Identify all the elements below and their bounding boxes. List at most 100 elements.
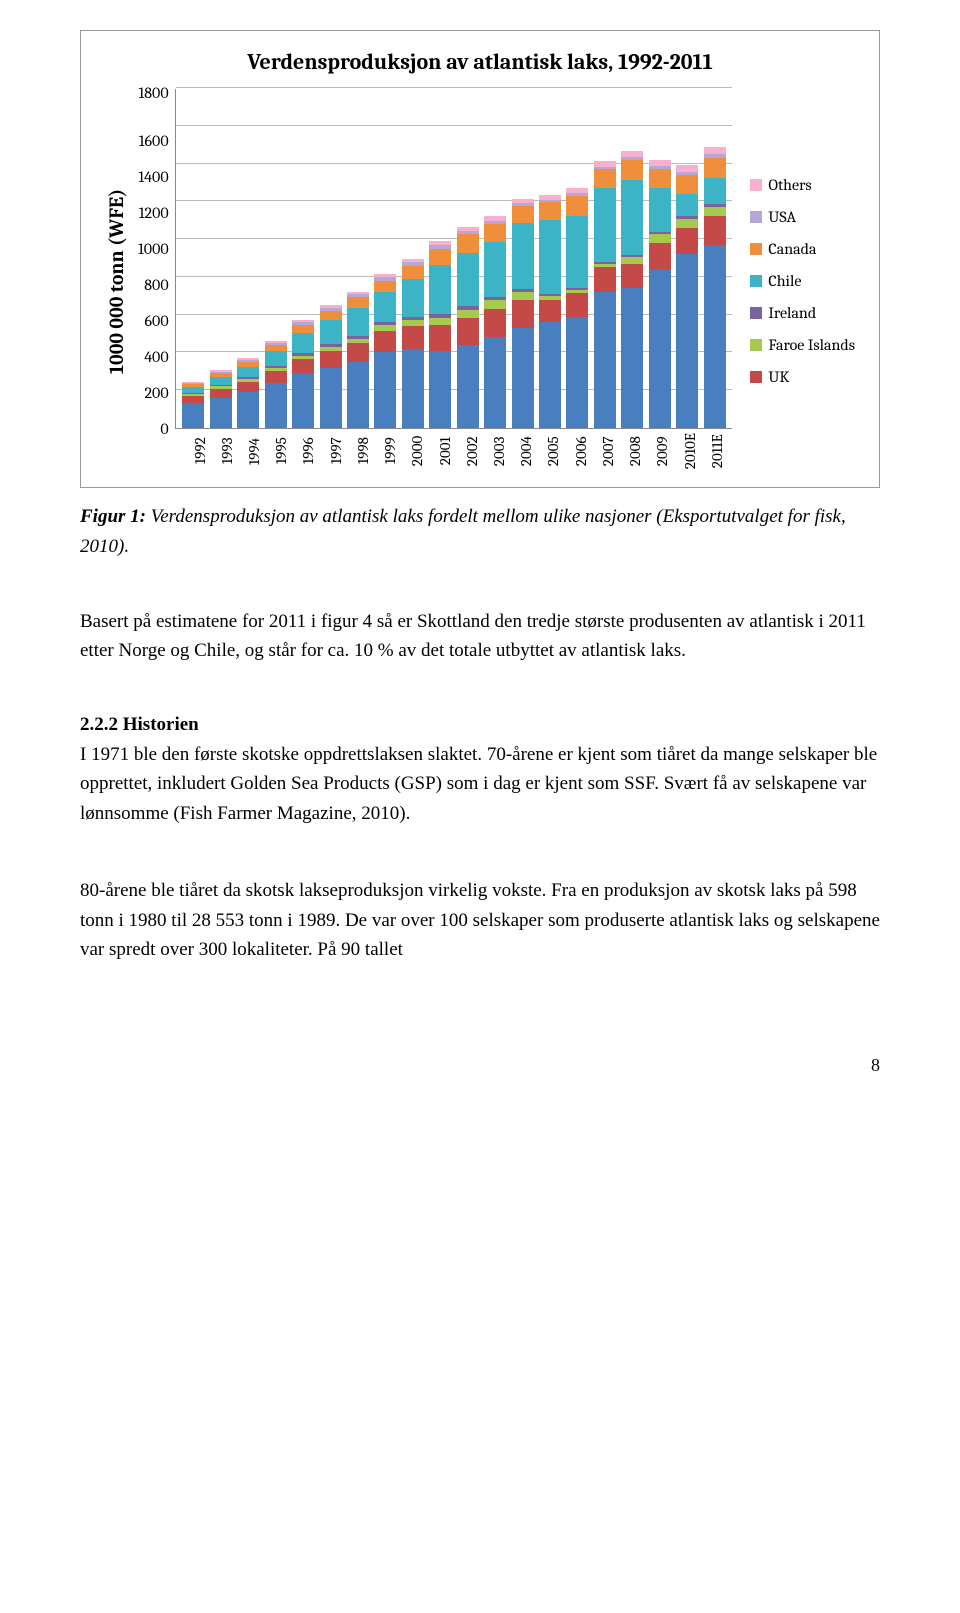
- bar-segment-chile: [457, 253, 479, 306]
- bar-segment-norway: [566, 317, 588, 428]
- bar-segment-norway: [237, 392, 259, 428]
- legend-label: Canada: [768, 240, 816, 258]
- bar-segment-faroe: [429, 318, 451, 326]
- x-tick: 1995: [272, 433, 294, 469]
- bar-segment-uk: [539, 300, 561, 323]
- bar-segment-canada: [566, 196, 588, 217]
- bar-segment-uk: [594, 267, 616, 292]
- bar-segment-chile: [484, 242, 506, 297]
- bar-column: [182, 382, 204, 428]
- bar-segment-faroe: [512, 292, 534, 300]
- bar-segment-norway: [539, 322, 561, 428]
- x-tick: 2002: [463, 433, 485, 469]
- bar-segment-uk: [182, 396, 204, 404]
- bar-column: [566, 188, 588, 428]
- y-tick: 1000: [138, 241, 169, 257]
- gridline: [176, 87, 733, 88]
- bar-segment-chile: [621, 180, 643, 256]
- bar-segment-canada: [621, 160, 643, 180]
- bar-segment-uk: [621, 264, 643, 289]
- x-tick: 2011E: [708, 433, 730, 469]
- legend-item-uk: UK: [750, 368, 855, 386]
- legend-label: Chile: [768, 272, 801, 290]
- bar-column: [210, 370, 232, 428]
- legend-item-usa: USA: [750, 208, 855, 226]
- x-tick: 2009: [653, 433, 675, 469]
- caption-text: Verdensproduksjon av atlantisk laks ford…: [80, 506, 846, 556]
- bar-segment-chile: [512, 223, 534, 289]
- bar-segment-uk: [566, 293, 588, 317]
- bar-column: [704, 147, 726, 428]
- y-tick: 400: [138, 349, 169, 365]
- bar-segment-uk: [457, 318, 479, 344]
- bar-column: [594, 161, 616, 428]
- bar-segment-norway: [402, 349, 424, 428]
- bar-column: [676, 165, 698, 428]
- bar-segment-norway: [347, 362, 369, 428]
- bar-segment-uk: [265, 371, 287, 383]
- y-tick: 1600: [138, 133, 169, 149]
- legend-label: Ireland: [768, 304, 816, 322]
- bar-segment-canada: [429, 249, 451, 265]
- bar-segment-norway: [457, 345, 479, 428]
- legend-label: Faroe Islands: [768, 336, 855, 354]
- bar-column: [347, 292, 369, 429]
- bar-segment-chile: [237, 367, 259, 377]
- bar-segment-uk: [512, 300, 534, 328]
- bar-segment-others: [676, 165, 698, 172]
- bar-column: [402, 259, 424, 428]
- x-tick: 1998: [354, 433, 376, 469]
- x-tick: 2007: [599, 433, 621, 469]
- x-tick: 2010E: [681, 433, 703, 469]
- bar-segment-uk: [649, 243, 671, 269]
- production-chart: Verdensproduksjon av atlantisk laks, 199…: [80, 30, 880, 488]
- bar-segment-canada: [292, 325, 314, 333]
- x-tick: 2001: [436, 433, 458, 469]
- bar-column: [374, 274, 396, 428]
- x-tick: 2008: [626, 433, 648, 469]
- bar-segment-norway: [429, 351, 451, 428]
- bar-segment-canada: [539, 202, 561, 220]
- bar-segment-faroe: [704, 207, 726, 216]
- legend-swatch: [750, 211, 762, 223]
- bar-segment-chile: [649, 188, 671, 231]
- bar-segment-chile: [566, 216, 588, 288]
- bar-column: [320, 305, 342, 428]
- bar-column: [292, 320, 314, 428]
- x-tick: 2000: [408, 433, 430, 469]
- bar-segment-norway: [182, 403, 204, 428]
- legend-item-ireland: Ireland: [750, 304, 855, 322]
- x-tick: 1997: [327, 433, 349, 469]
- bar-column: [539, 195, 561, 428]
- bar-segment-norway: [320, 368, 342, 428]
- x-tick: 1992: [191, 433, 213, 469]
- section-heading: 2.2.2 Historien: [80, 714, 880, 736]
- bar-segment-chile: [374, 292, 396, 322]
- legend-label: Others: [768, 176, 811, 194]
- y-tick: 200: [138, 385, 169, 401]
- bar-column: [237, 358, 259, 428]
- chart-title: Verdensproduksjon av atlantisk laks, 199…: [105, 49, 855, 75]
- legend-swatch: [750, 339, 762, 351]
- bar-segment-canada: [347, 297, 369, 307]
- bar-segment-chile: [265, 351, 287, 366]
- bar-segment-chile: [402, 279, 424, 317]
- bar-segment-norway: [621, 288, 643, 428]
- legend-swatch: [750, 179, 762, 191]
- bar-column: [265, 341, 287, 428]
- bar-segment-uk: [676, 228, 698, 254]
- bar-segment-norway: [704, 245, 726, 428]
- bar-segment-norway: [210, 398, 232, 428]
- legend-item-canada: Canada: [750, 240, 855, 258]
- bar-segment-uk: [210, 389, 232, 398]
- bar-segment-chile: [539, 220, 561, 294]
- bar-segment-canada: [457, 234, 479, 253]
- bar-column: [649, 160, 671, 428]
- bar-column: [512, 199, 534, 428]
- bar-segment-chile: [704, 178, 726, 204]
- x-tick: 1994: [245, 433, 267, 469]
- bar-segment-chile: [210, 377, 232, 385]
- bar-segment-uk: [320, 351, 342, 368]
- bar-segment-canada: [594, 169, 616, 188]
- caption-label: Figur 1:: [80, 506, 146, 527]
